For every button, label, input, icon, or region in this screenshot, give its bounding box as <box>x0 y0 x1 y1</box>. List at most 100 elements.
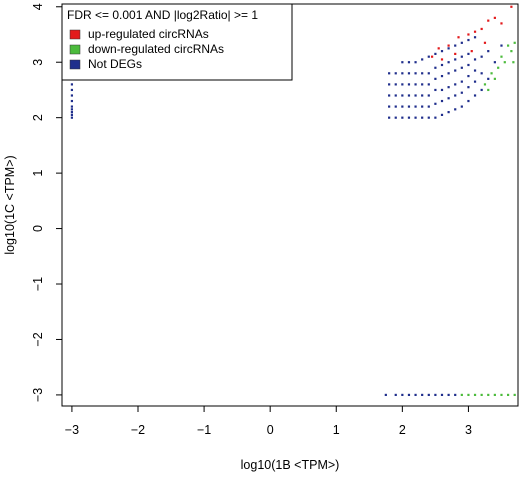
data-point <box>384 393 387 397</box>
data-point <box>401 94 404 97</box>
data-point <box>414 72 417 75</box>
data-point <box>454 108 457 111</box>
data-point <box>421 105 424 108</box>
data-point <box>454 52 457 56</box>
data-point <box>480 55 483 58</box>
data-point <box>513 41 516 44</box>
data-point <box>427 116 430 119</box>
data-point <box>401 393 404 397</box>
data-point <box>447 44 450 47</box>
data-point <box>500 393 503 397</box>
data-point <box>460 41 463 44</box>
data-point <box>473 393 477 397</box>
data-point <box>70 88 74 92</box>
x-axis-title: log10(1B <TPM>) <box>241 458 340 472</box>
data-point <box>473 80 477 83</box>
data-point <box>447 111 450 114</box>
data-point <box>394 72 397 75</box>
y-tick-label: −3 <box>31 388 45 402</box>
data-point <box>414 105 417 108</box>
data-point <box>401 61 404 64</box>
data-point <box>394 116 397 119</box>
data-point <box>460 55 463 58</box>
data-point <box>70 116 74 119</box>
data-point <box>467 99 470 103</box>
data-point <box>510 5 513 8</box>
data-point <box>440 88 444 92</box>
data-point <box>440 74 444 78</box>
data-point <box>460 80 463 83</box>
y-tick-label: 2 <box>31 114 45 121</box>
data-point <box>434 88 437 92</box>
data-point <box>70 113 74 116</box>
data-point <box>493 393 496 397</box>
data-point <box>434 102 437 105</box>
data-point <box>421 83 424 86</box>
data-point <box>427 55 430 58</box>
data-point <box>440 113 444 116</box>
y-tick-label: 3 <box>31 59 45 66</box>
data-point <box>503 61 506 64</box>
data-point <box>401 72 404 75</box>
y-tick-label: −1 <box>31 277 45 291</box>
data-point <box>487 393 490 397</box>
data-point <box>421 393 424 397</box>
data-point <box>473 69 477 72</box>
data-point <box>414 116 417 119</box>
data-point <box>460 105 463 108</box>
data-point <box>467 86 470 89</box>
data-point <box>414 94 417 97</box>
y-tick-label: 0 <box>31 225 45 232</box>
data-point <box>473 36 477 39</box>
data-points <box>70 5 516 397</box>
data-point <box>447 72 450 75</box>
data-point <box>70 111 74 114</box>
data-point <box>473 94 477 97</box>
data-point <box>414 83 417 86</box>
data-point <box>394 105 397 108</box>
legend: FDR <= 0.001 AND |log2Ratio| >= 1 up-reg… <box>61 3 293 81</box>
data-point <box>70 83 74 86</box>
legend-title: FDR <= 0.001 AND |log2Ratio| >= 1 <box>67 8 258 22</box>
data-point <box>440 58 444 61</box>
axis-ticks: −3 −2 −1 0 1 2 3 −3 −2 −1 0 1 2 3 4 <box>31 3 472 437</box>
x-tick-label: 2 <box>399 423 406 437</box>
data-point <box>497 66 500 69</box>
data-point <box>513 393 516 397</box>
data-point <box>487 50 490 53</box>
data-point <box>467 33 470 36</box>
data-point <box>483 41 487 44</box>
data-point <box>388 72 391 75</box>
data-point <box>427 105 430 108</box>
data-point <box>467 393 470 397</box>
data-point <box>467 63 470 67</box>
data-point <box>401 116 404 119</box>
x-tick-label: −1 <box>197 423 211 437</box>
data-point <box>447 97 450 100</box>
data-point <box>500 55 503 58</box>
data-point <box>490 72 493 75</box>
y-axis-title: log10(1C <TPM>) <box>3 155 17 254</box>
data-point <box>407 83 411 86</box>
data-point <box>454 58 457 61</box>
data-point <box>483 83 487 86</box>
data-point <box>480 393 483 397</box>
data-point <box>512 61 515 64</box>
data-point <box>487 77 490 80</box>
data-point <box>480 27 483 31</box>
data-point <box>70 99 74 103</box>
data-point <box>401 83 404 86</box>
data-point <box>440 393 444 397</box>
data-point <box>70 105 74 108</box>
data-point <box>434 77 437 80</box>
data-point <box>421 72 424 75</box>
data-point <box>480 88 483 92</box>
data-point <box>454 44 457 47</box>
data-point <box>407 116 411 119</box>
data-point <box>388 83 391 86</box>
data-point <box>454 83 457 86</box>
data-point <box>500 44 503 47</box>
data-point <box>434 52 437 56</box>
data-point <box>447 86 450 89</box>
data-point <box>454 69 457 72</box>
